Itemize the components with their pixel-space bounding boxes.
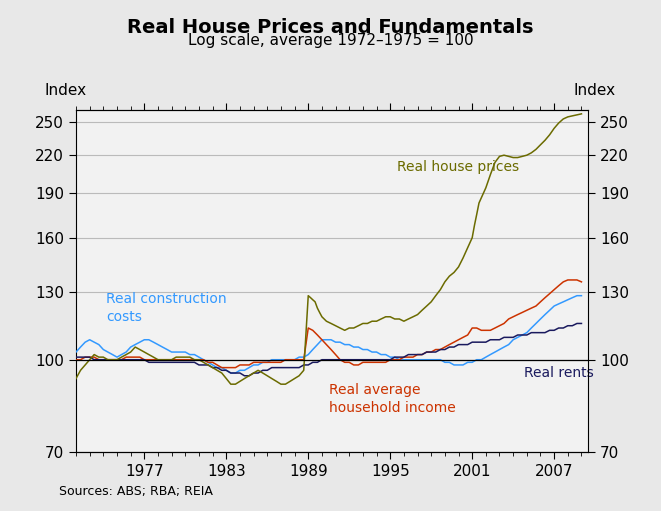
Text: Index: Index xyxy=(574,83,616,98)
Text: Real average
household income: Real average household income xyxy=(329,383,455,415)
Text: Real construction
costs: Real construction costs xyxy=(106,292,227,324)
Text: Real House Prices and Fundamentals: Real House Prices and Fundamentals xyxy=(128,18,533,37)
Text: Real rents: Real rents xyxy=(524,366,594,380)
Text: Real house prices: Real house prices xyxy=(397,160,519,174)
Text: Index: Index xyxy=(45,83,87,98)
Text: Log scale, average 1972–1975 = 100: Log scale, average 1972–1975 = 100 xyxy=(188,33,473,48)
Text: Sources: ABS; RBA; REIA: Sources: ABS; RBA; REIA xyxy=(59,485,214,498)
